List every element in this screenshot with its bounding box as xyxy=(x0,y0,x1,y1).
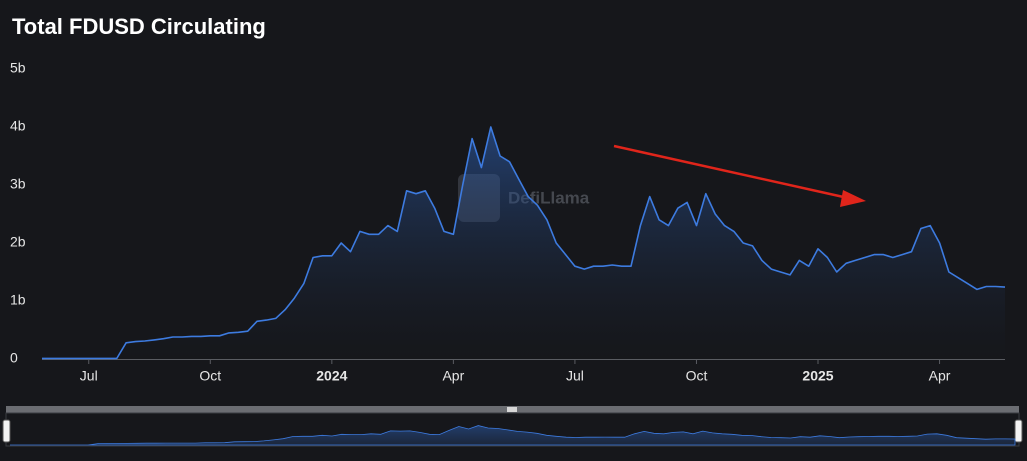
chart-title: Total FDUSD Circulating xyxy=(12,14,266,39)
y-tick-label: 3b xyxy=(10,176,26,192)
y-tick-label: 5b xyxy=(10,60,26,76)
area-fill xyxy=(42,127,1005,359)
x-tick-label: Apr xyxy=(442,368,464,384)
y-tick-label: 2b xyxy=(10,234,26,250)
brush-grip[interactable] xyxy=(507,407,517,412)
brush-handle-left[interactable] xyxy=(2,419,11,443)
x-tick-label: Oct xyxy=(686,368,708,384)
annotation-arrowhead xyxy=(840,190,866,207)
x-tick-label: Jul xyxy=(566,368,584,384)
x-tick-label: 2024 xyxy=(316,368,347,384)
x-tick-label: Jul xyxy=(80,368,98,384)
y-tick-label: 4b xyxy=(10,118,26,134)
y-tick-label: 1b xyxy=(10,292,26,308)
line xyxy=(42,126,1006,360)
x-tick-label: Oct xyxy=(199,368,221,384)
x-tick-label: Apr xyxy=(929,368,951,384)
brush-area xyxy=(10,425,1016,446)
y-tick-label: 0 xyxy=(10,350,18,366)
x-tick-label: 2025 xyxy=(802,368,833,384)
brush-handle-right[interactable] xyxy=(1014,419,1023,443)
annotation-arrow xyxy=(613,144,849,200)
